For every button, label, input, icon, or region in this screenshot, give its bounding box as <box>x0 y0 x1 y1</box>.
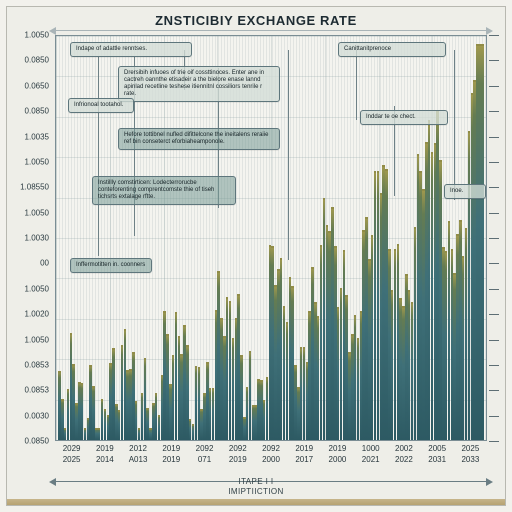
y-label: 1.0020 <box>25 310 49 319</box>
y-axis-labels: 1.0050 0.0850 0.0650 0.0850 1.0035 1.0050 1.08… <box>7 35 53 441</box>
callout-c-i: Inffermotitten in. coonners <box>70 258 152 273</box>
x-label: 20192017 <box>295 443 313 465</box>
top-span-arrow <box>55 30 487 31</box>
r-tick <box>489 340 499 341</box>
callout-c-g: Instillly comstirticen: Lodecterrorucbe … <box>92 176 236 205</box>
chart-area: Indape of adattle renntses. Canittanitpre… <box>55 35 487 441</box>
r-tick <box>489 365 499 366</box>
x-label: 2012A013 <box>129 443 148 465</box>
r-tick <box>489 416 499 417</box>
y-label: 1.0030 <box>25 234 49 243</box>
gridline-h <box>56 440 486 441</box>
r-tick <box>489 390 499 391</box>
y-label: 0.0850 <box>25 437 49 446</box>
gridline-v <box>56 36 57 440</box>
leader-line <box>356 50 357 120</box>
r-tick <box>489 162 499 163</box>
chart-frame: ZNSTICIBIY EXCHANGE RATE 1.0050 0.0850 0.0… <box>6 6 506 506</box>
y-label: 1.0050 <box>25 157 49 166</box>
callout-c-b: Canittanitprenoce <box>338 42 446 57</box>
callout-c-e: Hefore tottibnel nufled difittelcone the… <box>118 128 280 150</box>
x-label: 20922019 <box>229 443 247 465</box>
r-tick <box>489 35 499 36</box>
y-label: 0.0650 <box>25 81 49 90</box>
y-label: 00 <box>40 259 49 268</box>
x-label: 20022022 <box>395 443 413 465</box>
r-tick <box>489 213 499 214</box>
r-tick <box>489 111 499 112</box>
caption-line-2: IMIPTIICTION <box>228 487 283 496</box>
r-tick <box>489 238 499 239</box>
floor-strip <box>7 499 505 505</box>
y-label: 1.08550 <box>20 183 49 192</box>
y-label: 1.0050 <box>25 284 49 293</box>
callout-c-f: Inddar te oe chect. <box>360 110 448 125</box>
bar <box>482 44 484 440</box>
caption-line-1: ITAPE I I <box>238 477 273 486</box>
y-label: 1.0050 <box>25 31 49 40</box>
r-tick <box>489 314 499 315</box>
gridline-v <box>486 36 487 440</box>
r-tick <box>489 289 499 290</box>
y-label: 1.0035 <box>25 132 49 141</box>
x-label: 10002021 <box>362 443 380 465</box>
x-label: 20292025 <box>63 443 81 465</box>
r-tick <box>489 86 499 87</box>
y-label: 1.0050 <box>25 208 49 217</box>
x-label: 20192019 <box>162 443 180 465</box>
x-label: 20252033 <box>461 443 479 465</box>
callout-c-a: Indape of adattle renntses. <box>70 42 192 57</box>
leader-line <box>98 56 99 256</box>
callout-c-h: Inoe. <box>444 184 486 199</box>
y-label: 0.0030 <box>25 411 49 420</box>
x-axis-labels: 20292025 20192014 2012A013 20192019 2092071 2… <box>55 443 487 471</box>
callout-c-d: Infrionoal tootahol. <box>68 98 134 113</box>
right-ticks <box>489 35 499 441</box>
chart-title: ZNSTICIBIY EXCHANGE RATE <box>7 13 505 28</box>
y-label: 0.0850 <box>25 107 49 116</box>
r-tick <box>489 60 499 61</box>
r-tick <box>489 137 499 138</box>
x-label: 20192014 <box>96 443 114 465</box>
r-tick <box>489 263 499 264</box>
y-label: 0.0853 <box>25 360 49 369</box>
leader-line <box>454 50 455 200</box>
callout-c-c: Drersibih infuoes of trie oif cossttinoc… <box>118 66 280 102</box>
x-label: 2092071 <box>196 443 214 465</box>
leader-line <box>288 50 289 260</box>
y-label: 0.0853 <box>25 386 49 395</box>
y-label: 1.0050 <box>25 335 49 344</box>
x-label: 20192000 <box>329 443 347 465</box>
y-label: 0.0850 <box>25 56 49 65</box>
bottom-caption: ITAPE I I IMIPTIICTION <box>7 477 505 497</box>
x-label: 20052031 <box>428 443 446 465</box>
r-tick <box>489 441 499 442</box>
x-label: 20922000 <box>262 443 280 465</box>
r-tick <box>489 187 499 188</box>
